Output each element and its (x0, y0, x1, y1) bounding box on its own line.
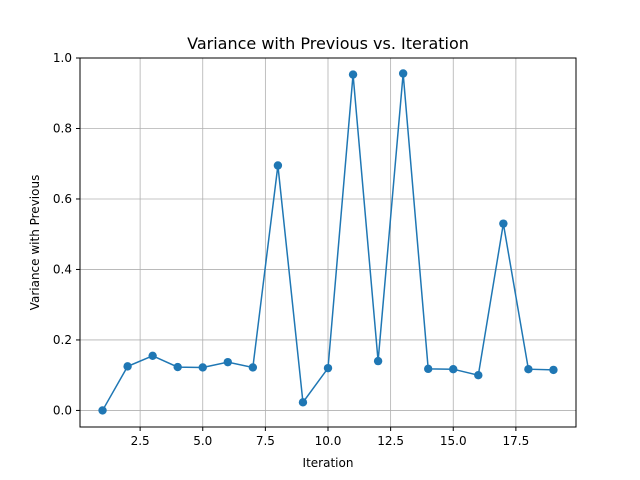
series-points-group (98, 69, 558, 415)
x-tick-label: 15.0 (440, 434, 467, 448)
y-axis-label: Variance with Previous (28, 175, 42, 311)
x-tick-label: 10.0 (315, 434, 342, 448)
data-point (348, 70, 358, 79)
data-point (323, 363, 333, 373)
data-point (398, 69, 408, 78)
data-point (373, 356, 383, 366)
ticks: 2.5 5.0 7.5 10.0 12.5 15.0 17.5 0.0 0.2 0.4 0.6 0.8… (53, 51, 529, 448)
x-tick-label: 12.5 (377, 434, 404, 448)
y-tick-label: 0.8 (53, 121, 72, 135)
data-point (273, 161, 283, 170)
data-point (198, 363, 207, 372)
data-point (223, 357, 232, 367)
data-point (424, 364, 433, 374)
x-tick-label: 2.5 (131, 434, 150, 448)
data-point (148, 351, 157, 361)
x-tick-label: 7.5 (256, 434, 275, 448)
data-point (449, 365, 458, 374)
data-point (98, 406, 107, 415)
data-point (499, 219, 508, 228)
y-tick-label: 0.4 (53, 262, 72, 276)
x-axis-label: Iteration (303, 456, 354, 470)
data-point (298, 398, 308, 407)
data-point (474, 370, 483, 380)
data-point (173, 362, 182, 372)
data-point (524, 365, 533, 374)
y-tick-label: 0.2 (53, 333, 72, 347)
x-tick-label: 17.5 (503, 434, 530, 448)
y-tick-label: 1.0 (53, 51, 72, 65)
chart-title: Variance with Previous vs. Iteration (187, 34, 469, 53)
y-tick-label: 0.0 (53, 403, 72, 417)
x-tick-label: 5.0 (193, 434, 212, 448)
data-point (248, 363, 258, 372)
data-point (549, 365, 558, 375)
y-tick-label: 0.6 (53, 192, 72, 206)
data-point (123, 362, 132, 371)
